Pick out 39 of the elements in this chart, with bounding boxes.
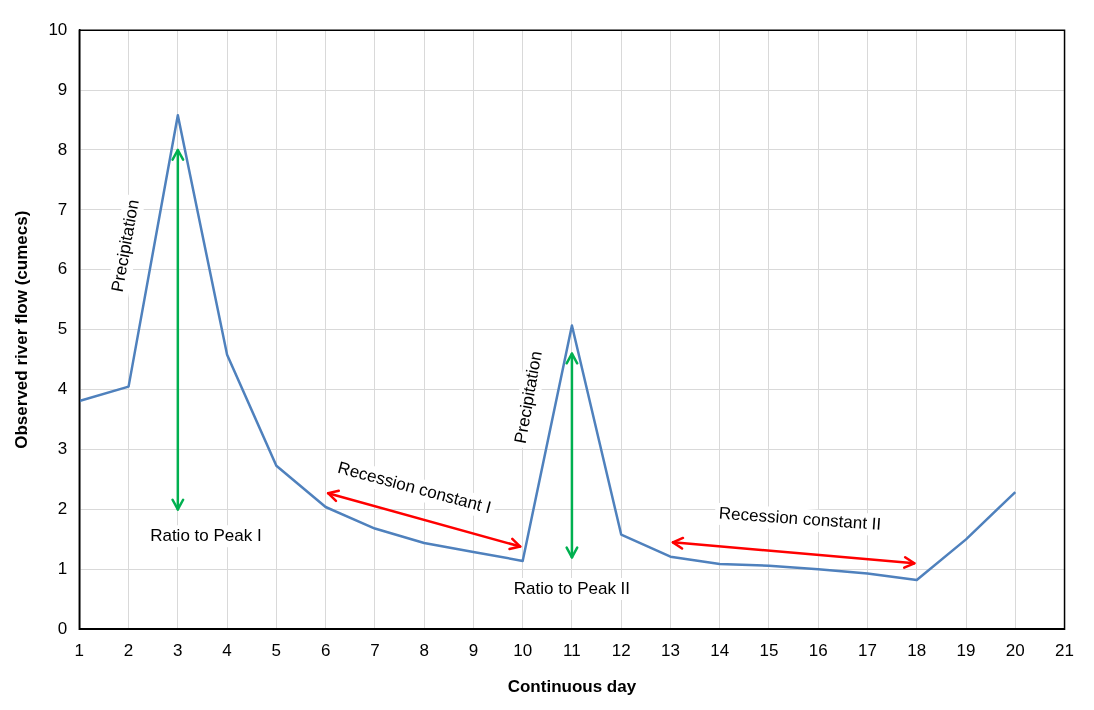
y-tick-label: 1 bbox=[57, 558, 68, 578]
y-tick-label: 5 bbox=[57, 319, 68, 339]
x-tick-label: 15 bbox=[759, 641, 779, 661]
y-tick-label: 2 bbox=[57, 499, 68, 519]
x-tick-label: 5 bbox=[271, 641, 282, 661]
x-tick-label: 21 bbox=[1055, 641, 1075, 661]
x-tick-label: 7 bbox=[370, 641, 380, 661]
x-axis-title: Continuous day bbox=[507, 677, 637, 697]
y-tick-label: 8 bbox=[57, 139, 68, 159]
y-tick-label: 0 bbox=[57, 618, 68, 638]
annotation: Precipitation bbox=[510, 349, 546, 445]
y-tick-label: 9 bbox=[57, 79, 68, 99]
annotation: Ratio to Peak I bbox=[150, 526, 262, 546]
x-tick-label: 8 bbox=[419, 641, 429, 661]
annotation: Precipitation bbox=[107, 197, 143, 294]
x-tick-label: 14 bbox=[710, 641, 730, 661]
x-tick-label: 20 bbox=[1005, 641, 1025, 661]
x-tick-label: 6 bbox=[320, 641, 331, 661]
x-tick-label: 11 bbox=[563, 641, 581, 661]
y-tick-label: 4 bbox=[57, 379, 68, 399]
y-axis-title: Observed river flow (cumecs) bbox=[11, 210, 31, 449]
x-tick-label: 4 bbox=[222, 641, 232, 661]
x-tick-label: 13 bbox=[660, 641, 680, 661]
x-tick-label: 3 bbox=[173, 641, 183, 661]
y-tick-label: 3 bbox=[57, 439, 68, 459]
x-tick-label: 19 bbox=[956, 641, 976, 661]
x-tick-label: 9 bbox=[468, 641, 479, 661]
annotation: Ratio to Peak II bbox=[513, 578, 631, 598]
x-tick-label: 12 bbox=[611, 641, 631, 661]
x-tick-label: 10 bbox=[513, 641, 533, 661]
annotation: Recession constant II bbox=[718, 503, 882, 534]
y-tick-label: 7 bbox=[57, 199, 68, 219]
y-tick-label: 6 bbox=[57, 259, 68, 279]
x-tick-label: 17 bbox=[858, 641, 877, 661]
x-tick-label: 2 bbox=[123, 641, 134, 661]
x-tick-label: 16 bbox=[808, 641, 828, 661]
y-tick-label: 10 bbox=[48, 19, 68, 39]
x-tick-label: 18 bbox=[907, 641, 927, 661]
x-tick-label: 1 bbox=[74, 641, 85, 661]
